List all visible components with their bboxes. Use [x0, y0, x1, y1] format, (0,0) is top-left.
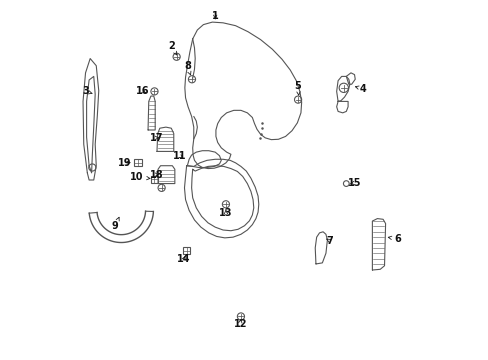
Text: 4: 4: [355, 84, 366, 94]
Text: 6: 6: [387, 234, 401, 244]
Text: 12: 12: [233, 319, 246, 329]
Text: 16: 16: [136, 86, 149, 96]
Text: 5: 5: [294, 81, 301, 95]
Text: 19: 19: [118, 158, 131, 168]
Text: 14: 14: [177, 254, 190, 264]
Text: 9: 9: [112, 217, 119, 231]
Bar: [183, 247, 190, 254]
Text: 7: 7: [325, 236, 332, 246]
Text: 18: 18: [150, 170, 163, 180]
Bar: [134, 159, 142, 166]
Text: 1: 1: [211, 11, 218, 21]
Text: 10: 10: [130, 172, 150, 182]
Text: 17: 17: [150, 133, 163, 143]
Text: 15: 15: [347, 178, 361, 188]
Text: 8: 8: [183, 62, 190, 75]
Text: 11: 11: [172, 151, 186, 161]
Text: 3: 3: [82, 86, 92, 96]
Text: 13: 13: [219, 208, 232, 218]
Text: 2: 2: [167, 41, 177, 55]
Bar: [151, 176, 158, 183]
